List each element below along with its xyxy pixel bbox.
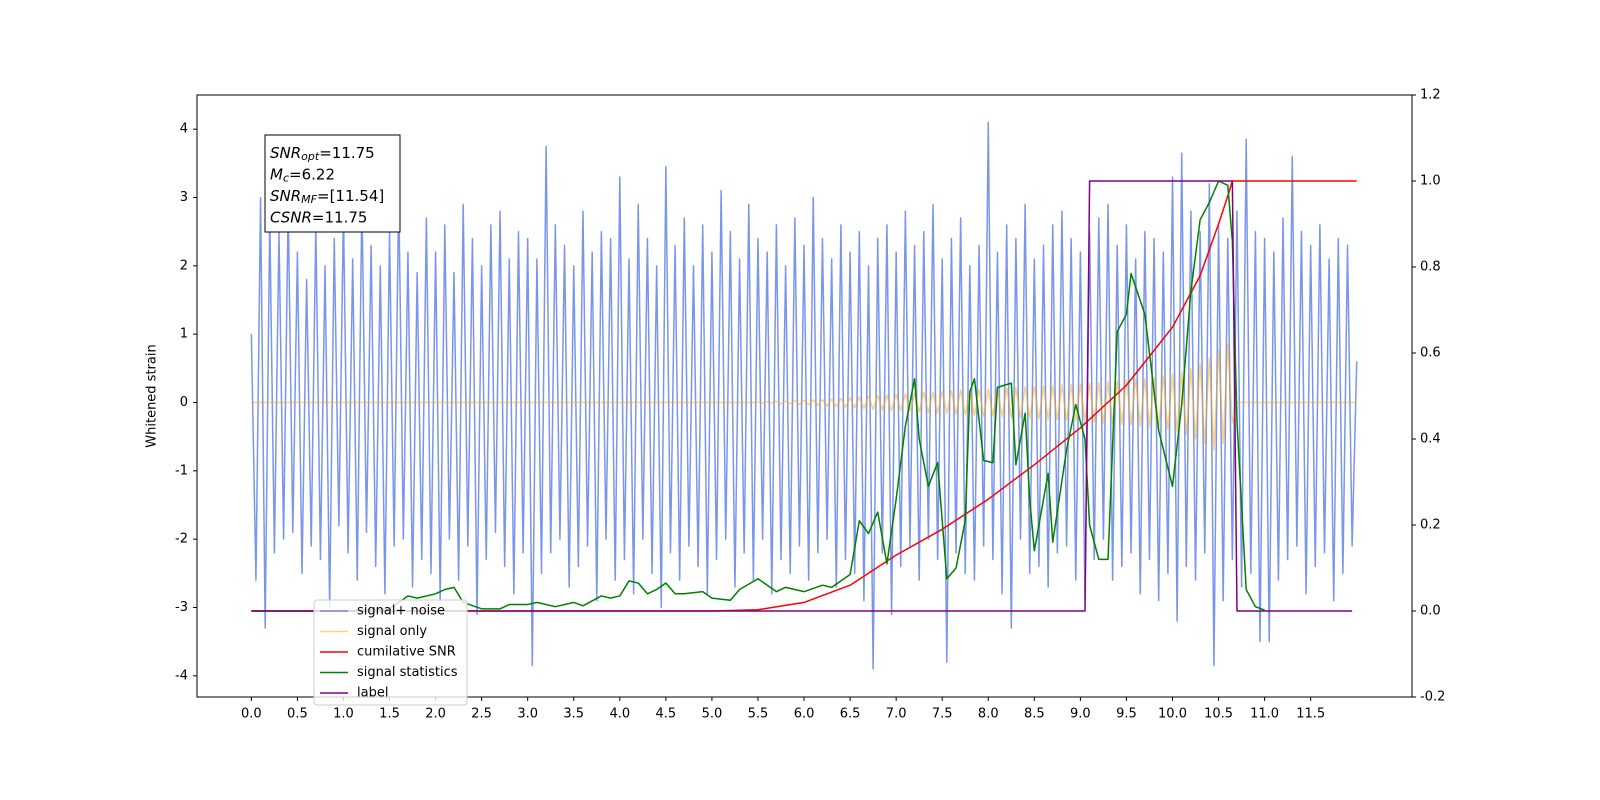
series-line bbox=[251, 180, 1265, 612]
x-tick-label: 7.5 bbox=[932, 707, 953, 722]
x-tick-label: 4.5 bbox=[656, 707, 677, 722]
annotation: SNRMF=[11.54] bbox=[270, 187, 384, 207]
annotation-subscript: c bbox=[283, 172, 289, 185]
annotation-value: =[11.54] bbox=[317, 187, 384, 205]
annotation-subscript: opt bbox=[301, 150, 320, 163]
y2-tick-label: 1.2 bbox=[1420, 88, 1441, 103]
x-tick-label: 11.0 bbox=[1250, 707, 1279, 722]
annotation-value: =11.75 bbox=[319, 144, 375, 162]
y-tick-label: 0 bbox=[180, 395, 188, 410]
annotation-value: =11.75 bbox=[312, 208, 368, 226]
annotation-symbol: SNR bbox=[270, 187, 301, 205]
x-tick-label: 3.0 bbox=[517, 707, 538, 722]
legend-box bbox=[313, 599, 468, 706]
y2-tick-label: -0.2 bbox=[1420, 690, 1445, 705]
x-tick-label: 6.5 bbox=[840, 707, 861, 722]
annotation-box bbox=[264, 134, 401, 233]
y-tick-label: -4 bbox=[175, 668, 188, 683]
series-line bbox=[251, 180, 1357, 612]
x-tick-label: 3.5 bbox=[563, 707, 584, 722]
x-tick-label: 10.5 bbox=[1204, 707, 1233, 722]
x-tick-label: 0.5 bbox=[287, 707, 308, 722]
legend-label: signal+ noise bbox=[357, 604, 445, 619]
x-tick-label: 0.0 bbox=[241, 707, 262, 722]
annotation: CSNR=11.75 bbox=[270, 208, 367, 226]
y-tick-label: 3 bbox=[180, 190, 188, 205]
x-tick-label: 5.5 bbox=[748, 707, 769, 722]
annotation: SNRopt=11.75 bbox=[270, 144, 375, 164]
series-line bbox=[250, 121, 1358, 670]
y-tick-label: 2 bbox=[180, 258, 188, 273]
x-tick-label: 8.0 bbox=[978, 707, 999, 722]
x-tick-label: 5.0 bbox=[702, 707, 723, 722]
x-tick-label: 9.5 bbox=[1116, 707, 1137, 722]
y-tick-label: 1 bbox=[180, 327, 188, 342]
y-tick-label: 4 bbox=[180, 122, 188, 137]
legend-label: signal statistics bbox=[357, 665, 458, 680]
annotation-subscript: MF bbox=[301, 193, 317, 206]
y2-tick-label: 0.4 bbox=[1420, 432, 1441, 447]
annotation-symbol: M bbox=[270, 165, 283, 183]
y2-tick-label: 0.0 bbox=[1420, 604, 1441, 619]
y-tick-label: -2 bbox=[175, 532, 188, 547]
y2-tick-label: 0.6 bbox=[1420, 346, 1441, 361]
x-tick-label: 11.5 bbox=[1296, 707, 1325, 722]
y2-tick-label: 0.8 bbox=[1420, 260, 1441, 275]
x-tick-label: 9.0 bbox=[1070, 707, 1091, 722]
annotation-symbol: CSNR bbox=[270, 208, 312, 226]
x-tick-label: 2.5 bbox=[471, 707, 492, 722]
y-tick-label: -1 bbox=[175, 463, 188, 478]
annotation-symbol: SNR bbox=[270, 144, 301, 162]
x-tick-label: 8.5 bbox=[1024, 707, 1045, 722]
legend-label: cumilative SNR bbox=[357, 645, 456, 660]
series-line bbox=[251, 180, 1353, 612]
y2-tick-label: 0.2 bbox=[1420, 518, 1441, 533]
x-tick-label: 1.0 bbox=[333, 707, 354, 722]
x-tick-label: 7.0 bbox=[886, 707, 907, 722]
x-tick-label: 1.5 bbox=[379, 707, 400, 722]
legend-label: label bbox=[357, 686, 388, 701]
annotation: Mc=6.22 bbox=[270, 165, 335, 185]
legend-label: signal only bbox=[357, 624, 427, 639]
x-tick-label: 2.0 bbox=[425, 707, 446, 722]
y2-tick-label: 1.0 bbox=[1420, 174, 1441, 189]
y-axis-label: Whitened strain bbox=[145, 344, 160, 447]
y-tick-label: -3 bbox=[175, 600, 188, 615]
annotation-value: =6.22 bbox=[289, 165, 335, 183]
x-tick-label: 6.0 bbox=[794, 707, 815, 722]
series-line bbox=[251, 343, 1357, 452]
x-tick-label: 4.0 bbox=[609, 707, 630, 722]
x-tick-label: 10.0 bbox=[1158, 707, 1187, 722]
